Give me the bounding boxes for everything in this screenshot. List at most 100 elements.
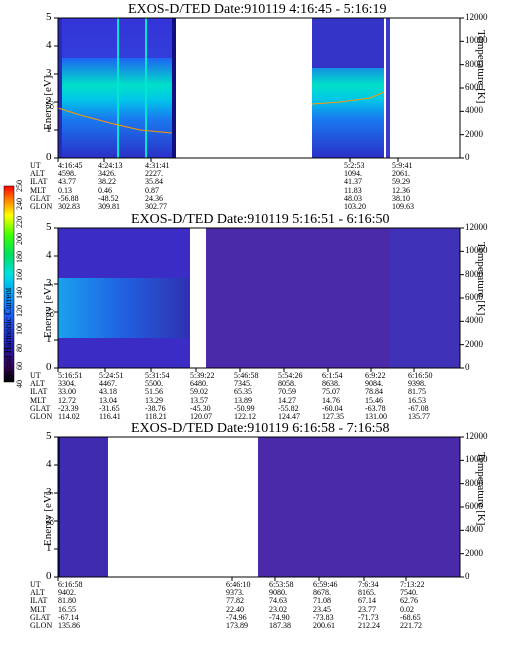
table-cell-glon: 124.47 [278, 412, 300, 421]
table-cell-glon: 118.21 [145, 412, 167, 421]
table-cell-ilat: 38.22 [98, 177, 116, 187]
colorbar-tick-label: 120 [15, 304, 24, 317]
ytick-label: 0 [46, 361, 52, 373]
table-cell-ut: 4:16:45 [58, 161, 83, 170]
table-cell-glon: 302.77 [145, 202, 167, 211]
table-cell-glon: 114.02 [58, 412, 80, 421]
row-label-glon: GLON [30, 202, 53, 211]
y2tick-label: 12000 [465, 431, 488, 441]
table-cell-ut: 6:46:10 [226, 580, 251, 589]
table-cell-ut: 5:16:51 [58, 371, 83, 380]
table-cell-ut: 6:16:58 [58, 580, 83, 589]
table-cell-mlt: 23.77 [358, 604, 376, 614]
table-cell-glon: 109.63 [392, 202, 414, 211]
table-cell-alt: 8678. [313, 588, 331, 598]
table-cell-glon: 302.83 [58, 202, 80, 211]
data-block-3a [58, 437, 108, 577]
table-cell-glon: 135.77 [408, 412, 430, 421]
table-cell-glat: -71.73 [358, 612, 379, 622]
table-cell-alt: 5500. [145, 379, 163, 389]
table-cell-alt: 9080. [269, 588, 287, 598]
colorbar-tick-label: 180 [15, 251, 24, 264]
table-cell-ilat: 35.84 [145, 177, 163, 187]
table-cell-ilat: 67.14 [358, 596, 376, 606]
panel-3-title: EXOS-D/TED Date:910119 6:16:58 - 7:16:58 [131, 421, 390, 436]
table-cell-ut: 6:59:46 [313, 580, 338, 589]
y2tick-label: 10000 [465, 245, 488, 256]
table-cell-ilat: 77.82 [226, 596, 244, 606]
table-cell-glon: 173.89 [226, 621, 248, 630]
ytick-label: 3 [46, 67, 52, 79]
y2tick-label: 2000 [465, 547, 483, 558]
ytick-label: 5 [46, 221, 52, 233]
row-label-glon: GLON [30, 412, 53, 421]
table-cell-alt: 7540. [400, 588, 418, 598]
table-cell-glat: 24.36 [145, 193, 163, 203]
table-cell-mlt: 11.83 [344, 185, 362, 195]
data-block-1c [386, 18, 390, 158]
data-block-1a-top [58, 18, 174, 58]
table-cell-mlt: 13.04 [99, 395, 117, 405]
row-label-alt: ALT [30, 169, 45, 179]
table-cell-mlt: 16.53 [408, 395, 426, 405]
row-label-mlt: MLT [30, 185, 47, 195]
ytick-label: 2 [46, 305, 52, 317]
table-cell-alt: 4598. [58, 169, 76, 179]
ytick-label: 5 [46, 11, 52, 23]
colorbar-tick-label: 160 [15, 269, 24, 282]
panel-2-title: EXOS-D/TED Date:910119 5:16:51 - 6:16:50 [131, 212, 390, 227]
table-cell-glat: -48.52 [98, 193, 119, 203]
table-cell-ut: 6:53:58 [269, 580, 294, 589]
table-cell-glon: 221.72 [400, 621, 422, 630]
table-cell-glat: -23.39 [58, 403, 79, 413]
table-cell-glon: 127.35 [322, 412, 344, 421]
table-cell-mlt: 12.72 [58, 395, 76, 405]
table-cell-ilat: 81.75 [408, 387, 426, 397]
colorbar-tick-label: 200 [15, 233, 24, 246]
colorbar-tick-label: 220 [15, 215, 24, 228]
table-cell-alt: 4467. [99, 379, 117, 389]
y2tick-label: 6000 [465, 501, 483, 511]
ytick-label: 4 [46, 39, 52, 51]
y2tick-label: 10000 [465, 35, 488, 46]
y2tick-label: 10000 [465, 454, 488, 465]
table-cell-ilat: 43.77 [58, 177, 76, 187]
table-cell-glon: 309.81 [98, 202, 120, 211]
table-cell-glon: 120.07 [190, 412, 212, 421]
row-label-ut: UT [30, 580, 41, 589]
y2tick-label: 8000 [465, 477, 483, 488]
table-cell-ut: 4:31:41 [145, 161, 170, 170]
table-cell-alt: 9398. [408, 379, 426, 389]
table-cell-alt: 8638. [322, 379, 340, 389]
table-cell-ilat: 81.80 [58, 596, 76, 606]
data-block-1b-top [312, 18, 384, 68]
table-cell-alt: 2227. [145, 169, 163, 179]
y2tick-label: 6000 [465, 292, 483, 302]
y2tick-label: 2000 [465, 128, 483, 139]
ytick-label: 1 [46, 333, 52, 345]
row-label-ilat: ILAT [30, 596, 48, 606]
y2tick-label: 0 [465, 152, 470, 162]
data-edge-1b [172, 18, 176, 158]
table-cell-ut: 5:31:54 [145, 371, 170, 380]
row-label-ut: UT [30, 161, 41, 170]
table-cell-glon: 131.00 [365, 412, 387, 421]
table-cell-alt: 1094. [344, 169, 362, 179]
table-cell-glat: -56.88 [58, 193, 79, 203]
ytick-label: 0 [46, 570, 52, 582]
table-cell-ut: 5:2:53 [344, 161, 365, 170]
table-cell-alt: 3426. [98, 169, 116, 179]
table-cell-glon: 212.24 [358, 621, 380, 630]
temperature-trace-1a [57, 107, 173, 134]
table-cell-ilat: 70.59 [278, 387, 296, 397]
row-label-alt: ALT [30, 588, 45, 598]
row-label-glat: GLAT [30, 403, 51, 413]
table-cell-alt: 7345. [234, 379, 252, 389]
table-cell-glat: -45.30 [190, 403, 211, 413]
table-cell-glat: -74.90 [269, 612, 290, 622]
y2tick-label: 0 [465, 571, 470, 581]
table-cell-glat: -68.65 [400, 612, 421, 622]
table-cell-alt: 9084. [365, 379, 383, 389]
data-edge-1 [58, 18, 62, 158]
